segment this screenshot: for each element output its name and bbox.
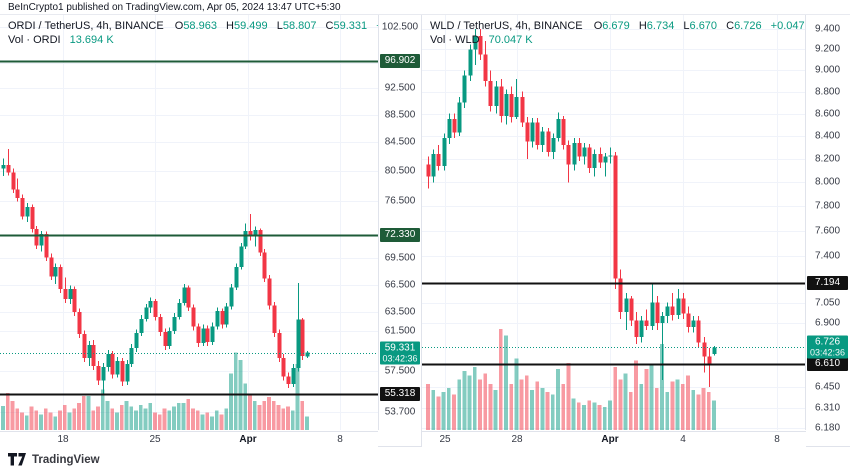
- chart-panel-wld[interactable]: WLD / TetherUS, 4h, BINANCE O6.679 H6.73…: [421, 15, 849, 447]
- price-line-label: 55.318: [380, 387, 420, 402]
- horizontal-lines[interactable]: [0, 60, 378, 396]
- price-tick-label: 6.180: [814, 422, 841, 434]
- price-line-label: 6.610: [807, 356, 848, 371]
- chart-panel-ordi[interactable]: ORDI / TetherUS, 4h, BINANCE O58.963 H59…: [0, 15, 421, 447]
- price-tick-label: 69.500: [384, 252, 416, 264]
- charts-row: ORDI / TetherUS, 4h, BINANCE O58.963 H59…: [0, 14, 850, 447]
- time-tick-label: 18: [57, 434, 69, 445]
- price-tick-label: 84.500: [384, 136, 416, 148]
- time-tick-label: Apr: [601, 434, 619, 445]
- price-tick-label: 80.500: [384, 165, 416, 177]
- price-tick-label: 61.500: [384, 325, 416, 337]
- price-tick-label: 53.700: [384, 406, 416, 418]
- volume-bars: [1, 352, 309, 430]
- grid-lines: [0, 15, 378, 430]
- price-tick-label: 8.800: [814, 86, 841, 98]
- price-tick-label: 8.200: [814, 153, 841, 165]
- time-tick-label: 28: [511, 434, 523, 445]
- price-line-label: 96.902: [380, 53, 420, 68]
- time-tick-label: 25: [149, 434, 161, 445]
- price-tick-label: 7.050: [814, 297, 841, 309]
- price-tick-label: 88.500: [384, 109, 416, 121]
- price-tick-label: 102.500: [381, 21, 419, 33]
- footer-bar: TradingView: [0, 447, 850, 472]
- time-tick-label: 8: [337, 434, 343, 445]
- volume-bars: [426, 329, 716, 430]
- wld-candlestick-canvas: [422, 15, 806, 430]
- price-tick-label: 92.500: [384, 82, 416, 94]
- tradingview-logo-icon[interactable]: [8, 453, 26, 466]
- ordi-price-axis[interactable]: 102.50096.50092.50088.50084.50080.50076.…: [378, 15, 421, 430]
- time-tick-label: 4: [680, 434, 686, 445]
- price-tick-label: 6.450: [814, 381, 841, 393]
- wld-price-axis[interactable]: 9.400 9.200 9.000 8.800 8.600 8.400 8.200 8.000…: [805, 15, 849, 434]
- price-tick-label: 9.200: [814, 43, 841, 55]
- price-tick-label: 57.500: [384, 365, 416, 377]
- price-tick-label: 8.000: [814, 176, 841, 188]
- attribution-text: BeInCrypto1 published on TradingView.com…: [8, 2, 341, 13]
- price-tick-label: 6.310: [814, 402, 841, 414]
- horizontal-lines[interactable]: [422, 282, 806, 366]
- price-tick-label: 76.500: [384, 195, 416, 207]
- ordi-candlestick-canvas: [0, 15, 378, 430]
- time-tick-label: 25: [439, 434, 451, 445]
- last-price-label: 59.331 03:42:36: [380, 341, 420, 365]
- price-tick-label: 8.600: [814, 108, 841, 120]
- price-line-label: 72.330: [380, 227, 420, 242]
- wld-plot-area[interactable]: WLD / TetherUS, 4h, BINANCE O6.679 H6.73…: [422, 15, 806, 430]
- ordi-plot-area[interactable]: ORDI / TetherUS, 4h, BINANCE O58.963 H59…: [0, 15, 378, 430]
- price-tick-label: 8.400: [814, 130, 841, 142]
- price-tick-label: 9.000: [814, 64, 841, 76]
- tradingview-brand[interactable]: TradingView: [32, 453, 100, 466]
- attribution-bar: BeInCrypto1 published on TradingView.com…: [0, 0, 850, 14]
- last-price-label: 6.726 03:42:36: [807, 335, 848, 359]
- price-tick-label: 6.900: [814, 317, 841, 329]
- ordi-time-axis[interactable]: 18 25 Apr 8: [0, 431, 378, 447]
- price-tick-label: 63.500: [384, 306, 416, 318]
- candles-layer: [426, 28, 717, 388]
- price-tick-label: 7.400: [814, 250, 841, 262]
- price-tick-label: 66.500: [384, 279, 416, 291]
- candles-layer: [1, 149, 310, 395]
- price-tick-label: 7.600: [814, 225, 841, 237]
- time-tick-label: Apr: [239, 434, 257, 445]
- time-tick-label: 8: [774, 434, 780, 445]
- price-line-label: 7.194: [807, 276, 848, 291]
- price-tick-label: 9.400: [814, 23, 841, 35]
- wld-time-axis[interactable]: 25 28 Apr 4 8: [422, 431, 806, 447]
- price-tick-label: 7.800: [814, 200, 841, 212]
